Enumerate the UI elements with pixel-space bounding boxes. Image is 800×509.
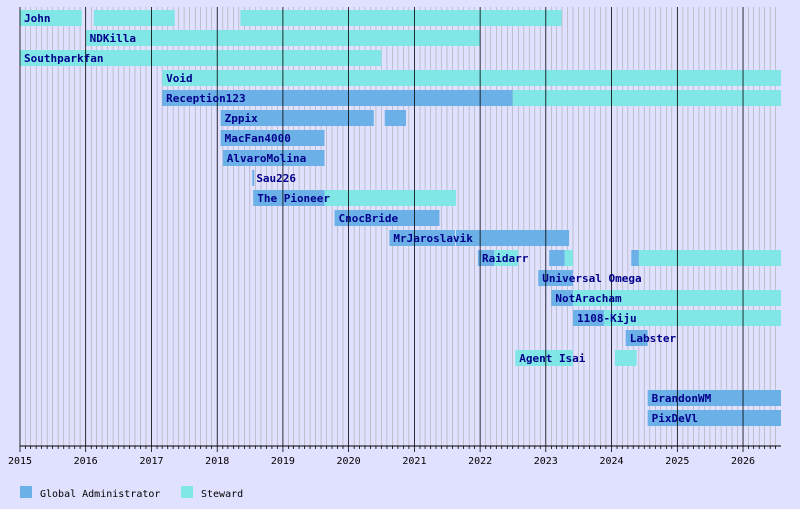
bar-label: Southparkfan xyxy=(24,52,103,65)
bar-steward xyxy=(638,250,781,266)
bar-steward xyxy=(603,310,781,326)
bar-label: MacFan4000 xyxy=(225,132,291,145)
bar-ga xyxy=(252,170,255,186)
bar-label: John xyxy=(24,12,51,25)
legend-swatch-ga xyxy=(20,486,32,498)
bar-steward xyxy=(614,350,637,366)
bar-label: The Pioneer xyxy=(257,192,330,205)
bar-label: Sau226 xyxy=(256,172,296,185)
bar-label: Void xyxy=(166,72,193,85)
bar-label: Reception123 xyxy=(166,92,245,105)
bar-steward xyxy=(494,250,519,266)
bar-steward xyxy=(512,90,781,106)
x-tick-label: 2021 xyxy=(402,456,426,467)
bar-label: Universal Omega xyxy=(542,272,641,285)
bar-label: Zppix xyxy=(225,112,258,125)
bar-ga xyxy=(625,330,648,346)
bar-ga xyxy=(220,110,374,126)
x-tick-label: 2025 xyxy=(665,456,689,467)
x-tick-label: 2026 xyxy=(731,456,755,467)
bar-label: AlvaroMolina xyxy=(227,152,306,165)
bar-steward xyxy=(162,70,781,86)
bar-label: PixDeVl xyxy=(652,412,698,425)
x-tick-label: 2017 xyxy=(139,456,163,467)
bar-ga xyxy=(551,290,573,306)
bar-ga xyxy=(631,250,639,266)
bar-label: Agent Isai xyxy=(519,352,586,365)
bar-steward xyxy=(564,250,573,266)
bar-ga xyxy=(253,190,325,206)
bar-label: 1108-Kiju xyxy=(577,312,637,325)
bar-label: Raidarr xyxy=(482,252,529,265)
bar-ga xyxy=(549,250,565,266)
bar-label: Labster xyxy=(630,332,677,345)
x-tick-label: 2022 xyxy=(468,456,492,467)
legend-label-ga: Global Administrator xyxy=(40,489,160,500)
x-tick-label: 2015 xyxy=(8,456,32,467)
bar-ga xyxy=(222,150,325,166)
x-tick-label: 2024 xyxy=(599,456,623,467)
x-tick-label: 2016 xyxy=(74,456,98,467)
bar-ga xyxy=(220,130,325,146)
bar-label: NDKilla xyxy=(90,32,136,45)
bar-steward xyxy=(20,50,382,66)
bar-steward xyxy=(240,10,562,26)
bar-steward xyxy=(515,350,573,366)
x-tick-label: 2023 xyxy=(534,456,558,467)
bar-ga xyxy=(334,210,440,226)
bar-ga xyxy=(162,90,513,106)
bar-ga xyxy=(456,230,570,246)
bar-label: MrJaroslavik xyxy=(393,232,473,245)
x-tick-label: 2018 xyxy=(205,456,229,467)
bar-label: BrandonWM xyxy=(652,392,712,405)
bar-ga xyxy=(647,410,781,426)
x-tick-label: 2020 xyxy=(337,456,361,467)
bar-label: CnocBride xyxy=(339,212,399,225)
bar-ga xyxy=(538,270,573,286)
legend-label-steward: Steward xyxy=(201,489,243,500)
bar-ga xyxy=(572,310,604,326)
x-tick-label: 2019 xyxy=(271,456,295,467)
bar-ga xyxy=(647,390,781,406)
bar-steward xyxy=(93,10,175,26)
legend-swatch-steward xyxy=(181,486,193,498)
bar-steward xyxy=(20,10,82,26)
bar-ga xyxy=(389,230,456,246)
bar-label: NotAracham xyxy=(555,292,622,305)
bar-steward xyxy=(324,190,457,206)
bar-ga xyxy=(384,110,406,126)
bar-ga xyxy=(477,250,495,266)
